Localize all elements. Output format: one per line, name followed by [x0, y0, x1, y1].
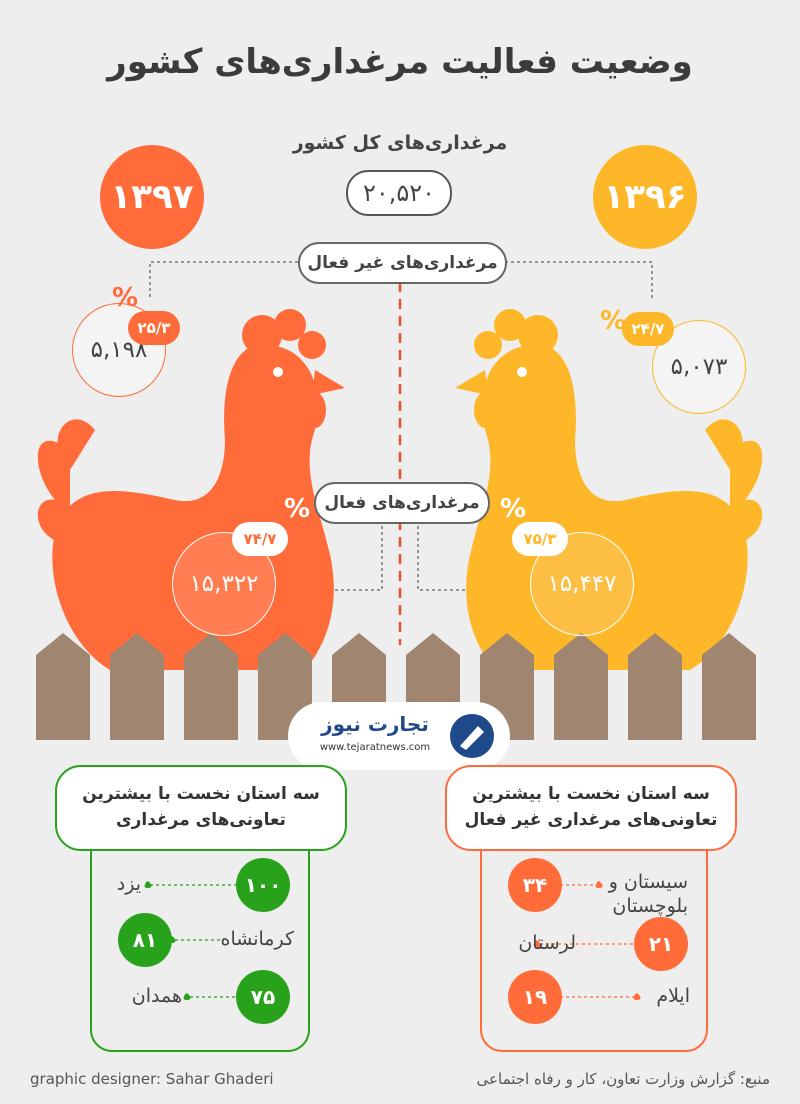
logo-name: تجارت نیوز [321, 712, 429, 736]
inactive-province-value-1: ۳۴ [508, 858, 562, 912]
inactive-connector-left [149, 261, 298, 300]
inactive-pct-1396: ۲۴/۷ [622, 312, 674, 346]
total-value: ۲۰,۵۲۰ [346, 170, 452, 216]
inactive-province-value-3: ۱۹ [508, 970, 562, 1024]
year-1396-badge: ۱۳۹۶ [593, 145, 697, 249]
pct-sign-inactive-1396: % [600, 306, 627, 336]
designer-credit: graphic designer: Sahar Ghaderi [30, 1070, 274, 1088]
active-provinces-heading: سه استان نخست با بیشترین تعاونی‌های مرغد… [55, 765, 347, 851]
pct-sign-active-1397: % [284, 494, 311, 524]
active-provinces-panel [90, 820, 310, 1052]
active-province-value-3: ۷۵ [236, 970, 290, 1024]
inactive-province-name-1: سیستان و بلوچستان [608, 871, 688, 917]
active-province-name-3: همدان [131, 985, 182, 1007]
active-province-name-2: کرمانشاه [220, 928, 294, 950]
active-province-value-2: ۸۱ [118, 913, 172, 967]
logo-icon [450, 714, 494, 758]
logo-url: www.tejaratnews.com [319, 742, 431, 753]
inactive-pct-1397: ۲۵/۳ [128, 311, 180, 345]
inactive-label: مرغداری‌های غیر فعال [298, 242, 507, 284]
inactive-provinces-panel [480, 820, 708, 1052]
chicken-eye-left [273, 367, 283, 377]
inactive-province-lines [533, 881, 641, 1001]
inactive-connector-right [505, 261, 653, 300]
inactive-province-name-3: ایلام [656, 985, 690, 1007]
active-province-name-1: یزد [116, 873, 141, 895]
active-label: مرغداری‌های فعال [314, 482, 490, 524]
year-1397-badge: ۱۳۹۷ [100, 145, 204, 249]
chicken-eye-right [517, 367, 527, 377]
pct-sign-active-1396: % [500, 494, 527, 524]
pct-sign-inactive-1397: % [112, 283, 139, 313]
active-pct-1396: ۷۵/۳ [512, 522, 568, 556]
inactive-province-value-2: ۲۱ [634, 917, 688, 971]
inactive-provinces-heading: سه استان نخست با بیشترین تعاونی‌های مرغد… [445, 765, 737, 851]
logo: تجارت نیوز www.tejaratnews.com [288, 702, 510, 770]
active-pct-1397: ۷۴/۷ [232, 522, 288, 556]
total-label: مرغداری‌های کل کشور [292, 132, 508, 154]
inactive-province-name-2: لرستان [518, 932, 576, 954]
active-province-value-1: ۱۰۰ [236, 858, 290, 912]
source-credit: منبع: گزارش وزارت تعاون، کار و رفاه اجتم… [476, 1070, 770, 1088]
page-title: وضعیت فعالیت مرغداری‌های کشور [107, 42, 693, 82]
